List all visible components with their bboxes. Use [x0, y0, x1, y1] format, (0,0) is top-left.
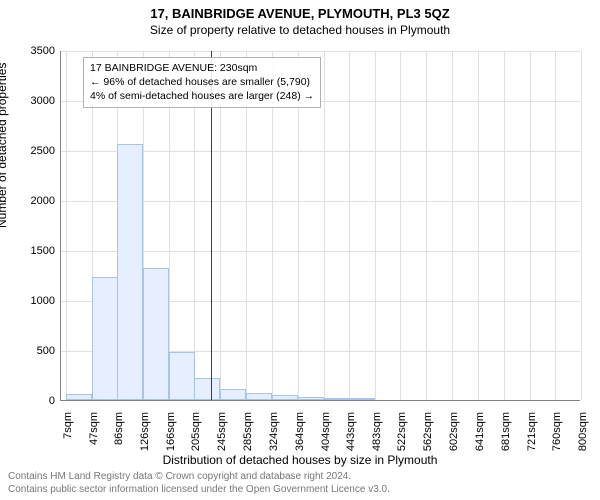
xtick-label: 364sqm	[294, 412, 306, 462]
histogram-bar	[349, 398, 375, 400]
gridline-v	[426, 51, 427, 400]
histogram-bar	[92, 277, 118, 400]
page-title: 17, BAINBRIDGE AVENUE, PLYMOUTH, PL3 5QZ	[0, 0, 600, 21]
gridline-v	[478, 51, 479, 400]
xtick-label: 641sqm	[474, 412, 486, 462]
gridline-v	[66, 51, 67, 400]
histogram-bar	[246, 393, 272, 400]
gridline-v	[530, 51, 531, 400]
xtick-label: 483sqm	[371, 412, 383, 462]
xtick-label: 800sqm	[577, 412, 589, 462]
ytick-label: 1500	[20, 245, 55, 257]
gridline-v	[375, 51, 376, 400]
ytick-label: 1000	[20, 295, 55, 307]
histogram-bar	[66, 394, 92, 400]
histogram-bar	[298, 397, 324, 401]
histogram-bar	[143, 268, 169, 400]
plot-area: 17 BAINBRIDGE AVENUE: 230sqm← 96% of det…	[60, 51, 580, 401]
histogram-bar	[169, 352, 195, 400]
xtick-label: 522sqm	[396, 412, 408, 462]
xtick-label: 443sqm	[345, 412, 357, 462]
ytick-label: 500	[20, 345, 55, 357]
xtick-label: 404sqm	[320, 412, 332, 462]
ytick-label: 3000	[20, 95, 55, 107]
chart-container: Number of detached properties 17 BAINBRI…	[0, 41, 600, 461]
gridline-v	[581, 51, 582, 400]
xtick-label: 760sqm	[551, 412, 563, 462]
ytick-label: 3500	[20, 45, 55, 57]
gridline-v	[555, 51, 556, 400]
footer-line-1: Contains HM Land Registry data © Crown c…	[8, 470, 390, 483]
ytick-label: 2000	[20, 195, 55, 207]
xtick-label: 324sqm	[268, 412, 280, 462]
annotation-line: 4% of semi-detached houses are larger (2…	[90, 89, 314, 103]
page-subtitle: Size of property relative to detached ho…	[0, 21, 600, 41]
histogram-bar	[194, 378, 220, 400]
y-axis-label: Number of detached properties	[0, 63, 9, 228]
xtick-label: 245sqm	[216, 412, 228, 462]
gridline-v	[400, 51, 401, 400]
gridline-v	[452, 51, 453, 400]
ytick-label: 0	[20, 395, 55, 407]
xtick-label: 7sqm	[62, 412, 74, 462]
histogram-bar	[324, 398, 350, 401]
gridline-v	[349, 51, 350, 400]
gridline-h	[61, 51, 580, 52]
annotation-box: 17 BAINBRIDGE AVENUE: 230sqm← 96% of det…	[83, 57, 321, 108]
histogram-bar	[272, 395, 298, 400]
xtick-label: 126sqm	[139, 412, 151, 462]
histogram-bar	[117, 144, 143, 400]
footer-line-2: Contains public sector information licen…	[8, 483, 390, 496]
annotation-line: ← 96% of detached houses are smaller (5,…	[90, 75, 314, 89]
xtick-label: 681sqm	[500, 412, 512, 462]
xtick-label: 166sqm	[165, 412, 177, 462]
ytick-label: 2500	[20, 145, 55, 157]
xtick-label: 285sqm	[242, 412, 254, 462]
gridline-v	[324, 51, 325, 400]
xtick-label: 205sqm	[190, 412, 202, 462]
xtick-label: 602sqm	[448, 412, 460, 462]
annotation-line: 17 BAINBRIDGE AVENUE: 230sqm	[90, 61, 314, 75]
xtick-label: 562sqm	[422, 412, 434, 462]
histogram-bar	[220, 389, 246, 400]
xtick-label: 86sqm	[113, 412, 125, 462]
gridline-v	[504, 51, 505, 400]
xtick-label: 721sqm	[526, 412, 538, 462]
footer: Contains HM Land Registry data © Crown c…	[8, 470, 390, 496]
xtick-label: 47sqm	[88, 412, 100, 462]
